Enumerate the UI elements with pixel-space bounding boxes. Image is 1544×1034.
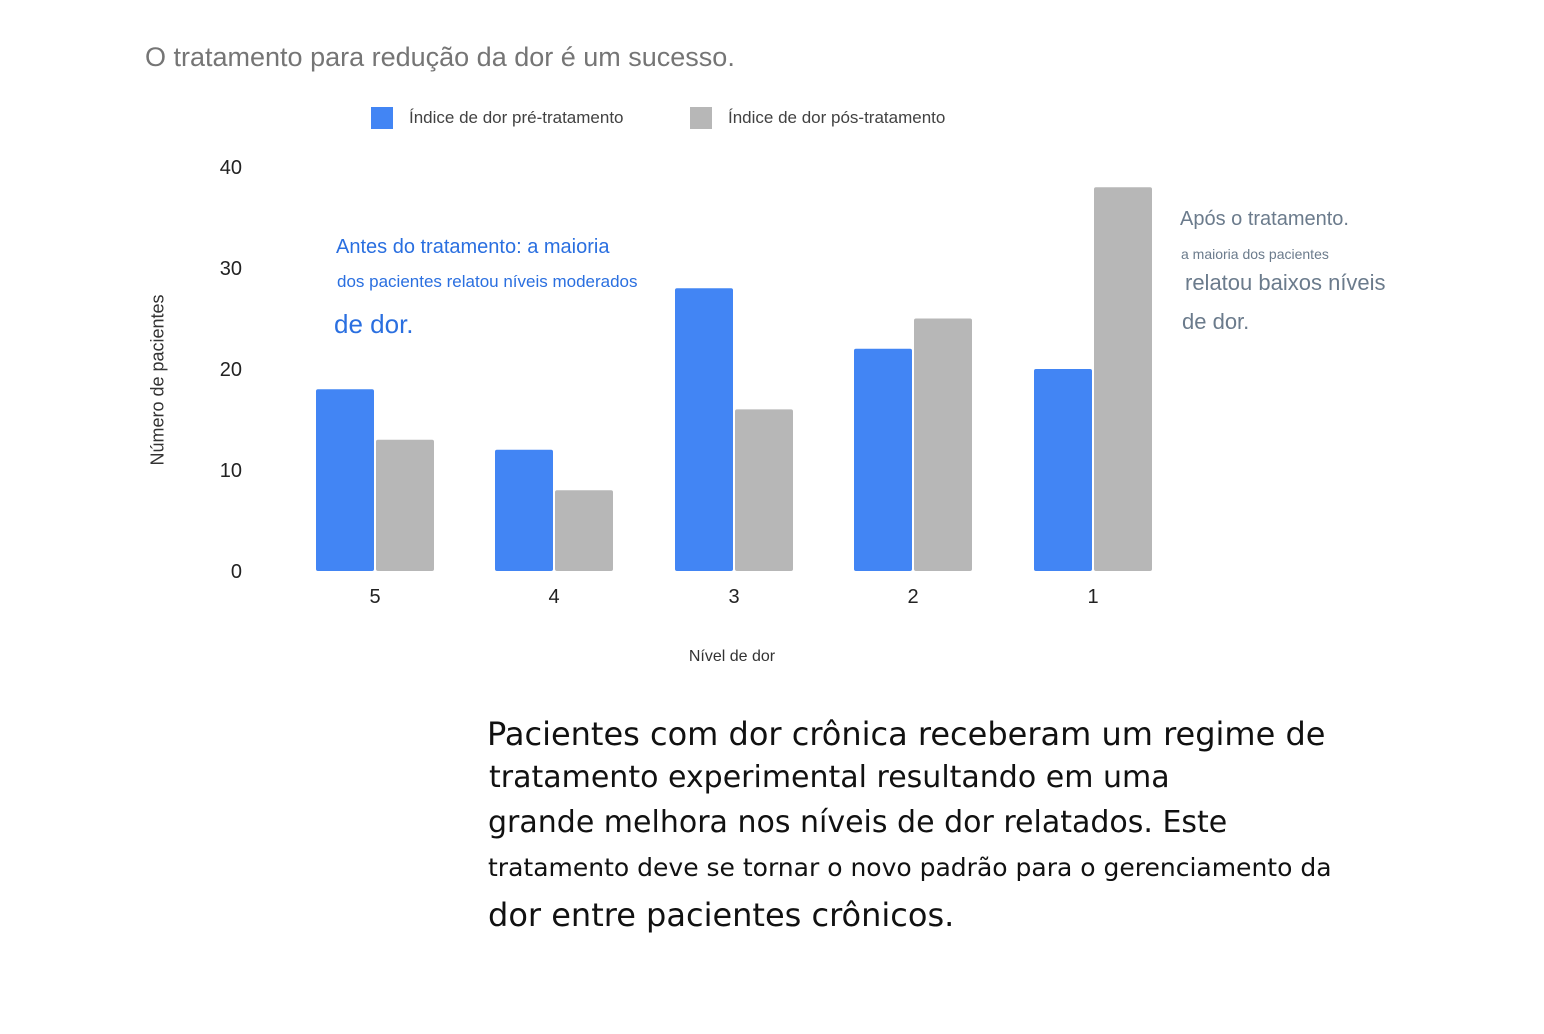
y-tick-label: 30 [220, 258, 242, 280]
bar-pre-level-2 [854, 348, 912, 571]
paragraph-line-4: tratamento deve se tornar o novo padrão … [488, 853, 1332, 882]
bar-pre-level-1 [1034, 369, 1092, 571]
y-tick-label: 40 [220, 157, 242, 179]
annotation-after-line-1: Após o tratamento. [1180, 208, 1349, 230]
x-tick-label: 4 [548, 586, 559, 608]
annotation-before-line-2: dos pacientes relatou níveis moderados [337, 272, 638, 291]
legend-swatch-pre [371, 107, 393, 129]
legend-swatch-post [690, 107, 712, 129]
bar-pre-level-3 [675, 288, 733, 571]
paragraph-line-2: tratamento experimental resultando em um… [489, 760, 1170, 795]
y-tick-label: 20 [220, 359, 242, 381]
y-tick-label: 10 [220, 460, 242, 482]
legend-item-pre: Índice de dor pré-tratamento [371, 106, 624, 130]
bar-pre-level-5 [316, 389, 374, 571]
x-tick-label: 2 [907, 586, 918, 608]
paragraph-line-5: dor entre pacientes crônicos. [488, 896, 955, 934]
x-axis-title: Nível de dor [688, 648, 776, 665]
annotation-after-line-4: de dor. [1182, 309, 1250, 334]
legend-label-pre: Índice de dor pré-tratamento [409, 108, 624, 127]
x-tick-label: 5 [369, 586, 380, 608]
chart-title: O tratamento para redução da dor é um su… [145, 42, 735, 72]
legend-item-post: Índice de dor pós-tratamento [690, 106, 945, 130]
paragraph-line-1: Pacientes com dor crônica receberam um r… [487, 715, 1326, 753]
annotation-after-line-2: a maioria dos pacientes [1181, 246, 1329, 262]
bar-pre-level-4 [495, 449, 553, 571]
x-tick-label: 1 [1087, 586, 1098, 608]
annotation-before-line-3: de dor. [334, 309, 414, 339]
bar-post-level-2 [914, 318, 972, 571]
y-tick-label: 0 [231, 561, 242, 583]
paragraph-line-3: grande melhora nos níveis de dor relatad… [488, 805, 1228, 840]
bar-post-level-3 [735, 409, 793, 571]
annotation-after-line-3: relatou baixos níveis [1185, 270, 1386, 295]
legend-label-post: Índice de dor pós-tratamento [728, 108, 946, 127]
bar-post-level-1 [1094, 187, 1152, 571]
x-tick-label: 3 [728, 586, 739, 608]
bar-post-level-4 [555, 490, 613, 571]
annotation-before-line-1: Antes do tratamento: a maioria [336, 236, 610, 258]
bar-post-level-5 [376, 439, 434, 571]
description-paragraph: Pacientes com dor crônica receberam um r… [487, 712, 1332, 940]
